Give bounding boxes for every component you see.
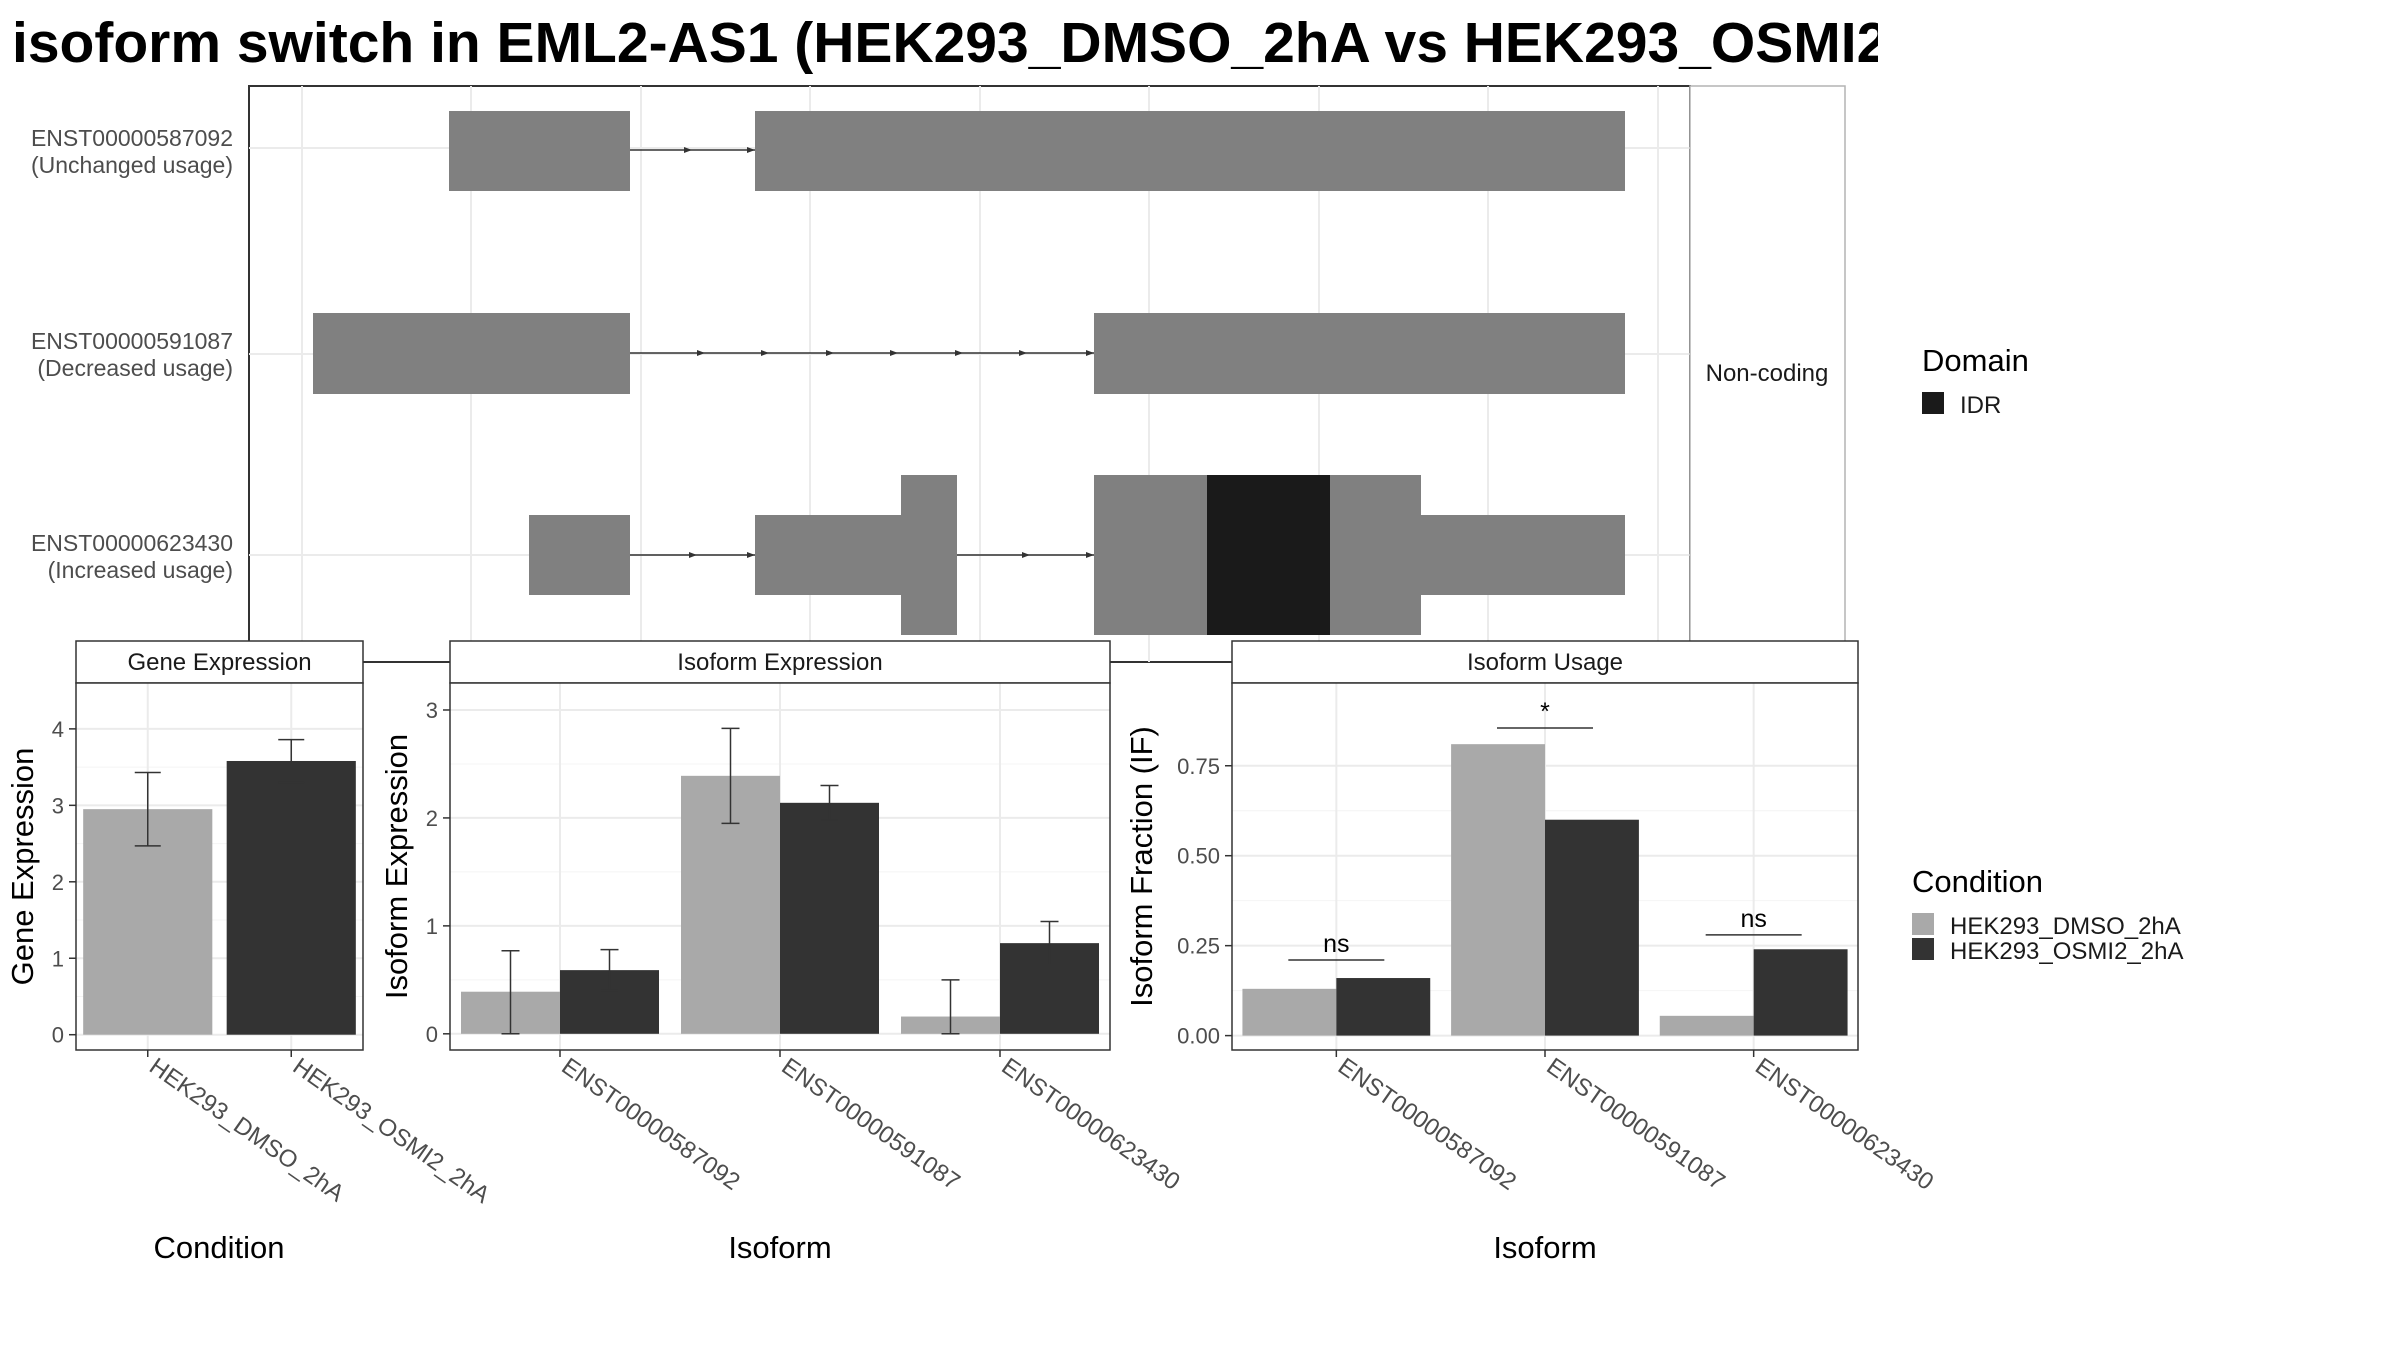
transcript-enst00000591087	[313, 313, 1625, 394]
legend-key-idr	[1922, 392, 1944, 414]
x-axis-title: Condition	[154, 1230, 285, 1265]
intron-arrow	[697, 350, 705, 356]
y-tick-label: 1	[52, 946, 64, 971]
bar	[83, 809, 213, 1035]
x-tick-label: ENST00000623430	[1750, 1053, 1938, 1196]
y-tick-label: 3	[52, 793, 64, 818]
intron-arrow	[747, 552, 755, 558]
isoform-usage-panel: Isoform Usage ns * ns 0.00 0.25 0.50 0.75 ENST00…	[1124, 640, 1938, 1265]
panel-strip	[449, 640, 1111, 684]
intron-arrow	[747, 147, 755, 153]
exon	[1421, 515, 1625, 595]
bar	[1451, 744, 1545, 1036]
facet-strip-label: Non-coding	[1706, 360, 1829, 387]
y-tick-label: 2	[426, 806, 438, 831]
bar	[780, 802, 879, 1034]
intron-arrow	[955, 350, 963, 356]
isoform-usage-label: (Decreased usage)	[37, 355, 233, 381]
isoform-id-label: ENST00000587092	[31, 125, 233, 151]
x-tick-label: ENST00000591087	[1542, 1053, 1730, 1196]
x-axis-title: Isoform	[1493, 1230, 1596, 1265]
exon-coding	[901, 475, 957, 635]
y-tick-label: 4	[52, 717, 64, 742]
x-axis-title: Isoform	[728, 1230, 831, 1265]
y-tick-label: 0.75	[1177, 754, 1220, 779]
y-tick-label: 2	[52, 870, 64, 895]
bar	[1545, 819, 1639, 1036]
exon	[449, 111, 630, 191]
y-axis-title: Gene Expression	[5, 748, 40, 986]
domain-idr	[1207, 475, 1330, 635]
exon	[755, 515, 902, 595]
legend-title: Domain	[1922, 343, 2029, 378]
intron-arrow	[761, 350, 769, 356]
plot-border	[75, 682, 364, 1051]
exon	[313, 313, 630, 394]
facet-strip	[1689, 85, 1846, 663]
isoform-usage-label: (Unchanged usage)	[31, 152, 233, 178]
x-tick-label: ENST00000623430	[997, 1053, 1185, 1196]
panel-strip	[75, 640, 364, 684]
significance-label: *	[1540, 698, 1550, 726]
bar	[1659, 1015, 1754, 1036]
legend-label: HEK293_OSMI2_2hA	[1950, 938, 2183, 965]
intron-arrow	[1086, 552, 1094, 558]
panel-title: Isoform Expression	[677, 649, 882, 676]
intron-arrow	[890, 350, 898, 356]
legend-label: IDR	[1960, 392, 2001, 419]
intron-arrow	[689, 552, 697, 558]
y-tick-label: 0.50	[1177, 844, 1220, 869]
y-tick-label: 0	[52, 1023, 64, 1048]
isoform-usage-label: (Increased usage)	[48, 557, 233, 583]
panel-title: Isoform Usage	[1467, 649, 1623, 676]
chart-title: isoform switch in EML2-AS1 (HEK293_DMSO_…	[12, 11, 1878, 75]
legend-key-condition-2	[1912, 938, 1934, 960]
intron-arrow	[1086, 350, 1094, 356]
x-tick-label: ENST00000587092	[1333, 1053, 1521, 1196]
legend-label: HEK293_DMSO_2hA	[1950, 913, 2181, 940]
y-tick-label: 3	[426, 698, 438, 723]
significance-label: ns	[1323, 930, 1349, 958]
intron-arrow	[826, 350, 834, 356]
isoform-id-label: ENST00000623430	[31, 530, 233, 556]
domain-legend: Domain IDR	[1922, 343, 2029, 419]
exon	[755, 111, 1625, 191]
isoform-id-label: ENST00000591087	[31, 328, 233, 354]
intron-arrow	[1019, 350, 1027, 356]
y-axis-title: Isoform Expression	[379, 734, 414, 999]
x-tick-label: ENST00000591087	[777, 1053, 965, 1196]
panel-strip	[1231, 640, 1859, 684]
bar	[1242, 988, 1337, 1036]
significance-label: ns	[1740, 905, 1766, 933]
bar	[1753, 949, 1848, 1036]
x-tick-label: ENST00000587092	[557, 1053, 745, 1196]
legend-title: Condition	[1912, 864, 2043, 899]
y-tick-label: 0.25	[1177, 934, 1220, 959]
legend-key-condition-1	[1912, 913, 1934, 935]
gene-expression-panel: Gene Expression01234HEK293_DMSO_2hAHEK29…	[5, 640, 495, 1265]
intron-arrow	[1022, 552, 1030, 558]
y-tick-label: 1	[426, 914, 438, 939]
panel-title: Gene Expression	[127, 649, 311, 676]
y-tick-label: 0	[426, 1022, 438, 1047]
intron-arrow	[684, 147, 692, 153]
exon	[1094, 313, 1625, 394]
transcript-enst00000623430	[529, 475, 1625, 635]
condition-legend: Condition HEK293_DMSO_2hA HEK293_OSMI2_2…	[1912, 864, 2183, 965]
exon	[529, 515, 630, 595]
bar	[226, 760, 356, 1035]
bar	[1336, 978, 1431, 1036]
y-axis-title: Isoform Fraction (IF)	[1124, 726, 1159, 1007]
y-tick-label: 0.00	[1177, 1024, 1220, 1049]
structure-panel: ENST00000587092 (Unchanged usage) ENST00…	[31, 85, 1846, 663]
transcript-enst00000587092	[449, 111, 1625, 191]
